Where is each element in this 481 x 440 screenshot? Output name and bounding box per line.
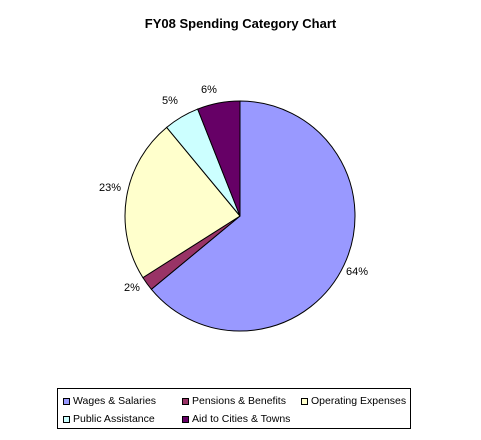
slice-data-label: 64% xyxy=(346,266,368,278)
legend-label: Wages & Salaries xyxy=(73,395,157,407)
pie-slice-wages-salaries xyxy=(150,100,356,332)
legend-item-operating: Operating Expenses xyxy=(301,395,406,407)
slice-data-label: 6% xyxy=(201,84,217,96)
pie-slice-operating-expenses xyxy=(124,126,241,279)
slice-data-label: 5% xyxy=(162,95,178,107)
legend-item-pensions: Pensions & Benefits xyxy=(182,395,286,407)
slice-data-label: 2% xyxy=(124,282,140,294)
legend-swatch xyxy=(182,397,189,405)
legend-item-aid: Aid to Cities & Towns xyxy=(182,413,290,425)
legend-item-wages: Wages & Salaries xyxy=(63,395,156,407)
legend-item-public-assistance: Public Assistance xyxy=(63,413,155,425)
legend-swatch xyxy=(63,397,70,405)
legend-label: Public Assistance xyxy=(73,413,155,425)
chart-title: FY08 Spending Category Chart xyxy=(144,16,337,31)
legend: Wages & Salaries Pensions & Benefits Ope… xyxy=(57,388,411,429)
legend-label: Aid to Cities & Towns xyxy=(192,413,291,425)
legend-swatch xyxy=(63,415,70,423)
legend-swatch xyxy=(301,397,308,405)
legend-swatch xyxy=(182,415,189,423)
pie-slice-aid-to-cities-towns xyxy=(197,100,241,217)
legend-label: Pensions & Benefits xyxy=(192,395,286,407)
legend-label: Operating Expenses xyxy=(311,395,407,407)
slice-data-label: 23% xyxy=(99,182,121,194)
